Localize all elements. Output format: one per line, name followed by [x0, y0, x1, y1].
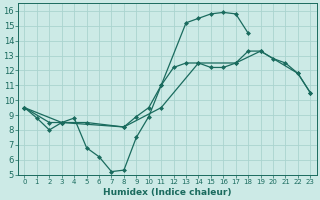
- X-axis label: Humidex (Indice chaleur): Humidex (Indice chaleur): [103, 188, 232, 197]
